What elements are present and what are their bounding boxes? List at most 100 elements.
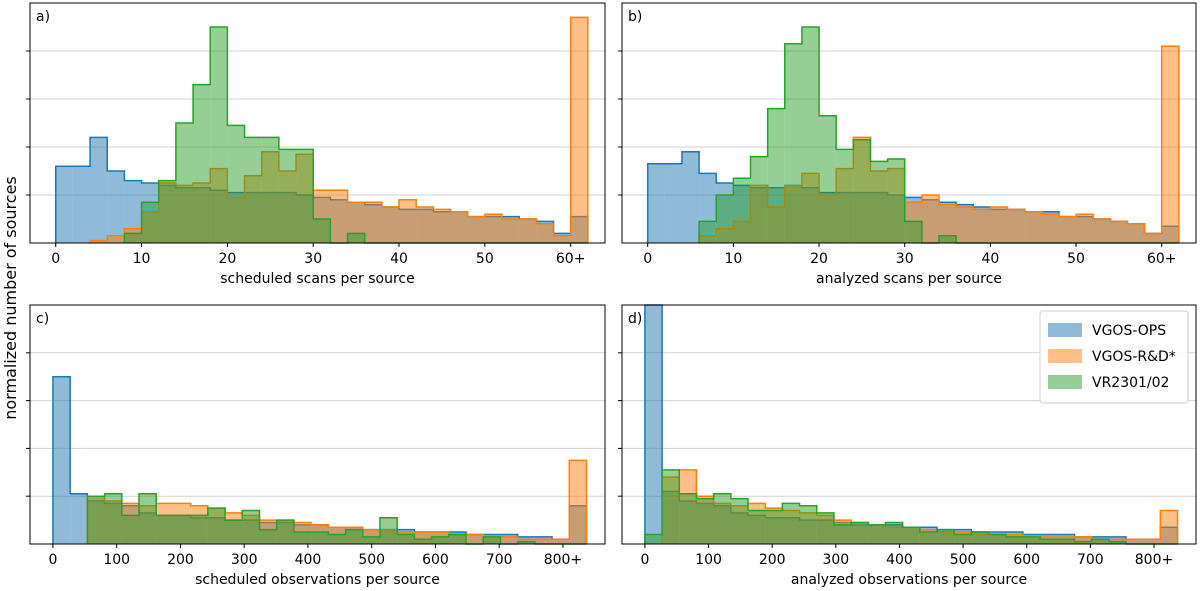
histogram-bar [397,534,415,544]
histogram-bar [87,496,105,544]
histogram-bar [227,125,245,243]
x-tick-label: 40 [981,251,999,267]
x-tick-label: 20 [218,251,236,267]
histogram-bar [868,524,886,544]
histogram-bar [819,115,837,243]
histogram-bar [276,520,294,544]
histogram-bar [345,529,363,544]
legend-label: VR2301/02 [1092,375,1169,391]
x-axis-label: scheduled scans per source [220,271,414,287]
histogram-bar [519,219,537,243]
histogram-bar [139,493,157,544]
histogram-bar [399,199,417,243]
histogram-bar [448,534,467,544]
x-tick-label: 30 [304,251,322,267]
x-tick-label: 300 [231,552,258,568]
histogram-bar [681,151,700,243]
histogram-bar [261,137,279,243]
histogram-bar [210,27,228,243]
legend-swatch [1048,349,1082,363]
histogram-bar [347,233,365,243]
histogram-bar [647,163,665,243]
histogram-bar [193,84,211,243]
histogram-bar [431,536,449,544]
histogram-bar [1007,209,1025,243]
panel-label: d) [628,311,642,327]
histogram-bar [937,529,955,544]
histogram-bar [466,534,484,544]
histogram-bar [553,235,571,243]
histogram-bar [536,223,554,243]
x-tick-label: 200 [759,552,786,568]
x-tick-label: 400 [886,552,913,568]
histogram-bar [730,498,748,544]
series-vr2301-02 [644,469,1178,545]
histogram-bar [52,376,71,544]
histogram-bar [699,221,717,243]
histogram-bar [971,532,989,544]
histogram-bar [662,469,680,544]
x-axis-label: analyzed observations per source [791,572,1027,588]
histogram-bar [921,195,939,243]
histogram-bar [158,180,176,243]
panel-b: 0 10 20 30 40 50 60+ analyzed scans per source b… [618,2,1197,287]
x-axis-label: scheduled observations per source [195,572,440,588]
legend-label: VGOS-R&D* [1092,349,1176,365]
histogram-bar [225,520,243,544]
histogram-bar [988,534,1006,544]
histogram-bar [1160,510,1178,544]
histogram-bar [990,207,1008,243]
histogram-bar [173,515,191,544]
histogram-bar [765,510,783,544]
histogram-bar [836,149,854,243]
legend-swatch [1048,375,1082,389]
axes-frame [29,2,606,244]
histogram-bar [242,510,260,544]
histogram-bar [381,207,400,243]
histogram-bar [644,305,663,544]
histogram-bar [885,522,903,544]
x-tick-label: 600 [422,552,449,568]
histogram-bar [124,180,142,243]
histogram-bar [1005,536,1023,544]
histogram-bar [141,202,159,243]
y-axis-label: normalized number of sources [1,176,20,420]
x-tick-label: 600 [1013,552,1040,568]
x-tick-label: 0 [48,552,57,568]
histogram-bar [733,178,751,243]
histogram-bar [1074,541,1092,544]
x-tick-label: 300 [822,552,849,568]
histogram-bar [244,137,262,243]
histogram-bar [973,209,991,243]
histogram-bar [767,108,785,243]
x-tick-label: 20 [810,251,828,267]
axes-frame [621,2,1197,244]
histogram-bar [853,139,871,243]
histogram-bar [716,195,734,243]
histogram-bar [311,532,329,544]
x-tick-label: 800+ [1135,552,1173,568]
x-tick-label: 60+ [1147,251,1177,267]
panel-label: c) [36,311,49,327]
histogram-bar [851,522,869,544]
axes-frame [621,304,1197,545]
panel-label: a) [36,9,50,25]
histogram-bar [450,211,468,243]
legend-label: VGOS-OPS [1092,323,1166,339]
histogram-bar [70,493,88,544]
histogram-bar [517,541,535,544]
x-tick-label: 60+ [556,251,586,267]
x-tick-label: 30 [896,251,914,267]
histogram-bar [433,209,451,243]
histogram-bar [175,123,194,243]
x-tick-label: 0 [51,251,60,267]
histogram-bar [904,221,922,243]
histogram-bar [1161,46,1179,244]
histogram-bar [1127,223,1145,243]
histogram-bar [1041,214,1059,243]
histogram-bar [1143,539,1161,544]
histogram-bar [713,493,731,544]
histogram-bar [799,505,817,544]
histogram-bar [121,515,140,544]
histogram-bar [483,536,501,544]
